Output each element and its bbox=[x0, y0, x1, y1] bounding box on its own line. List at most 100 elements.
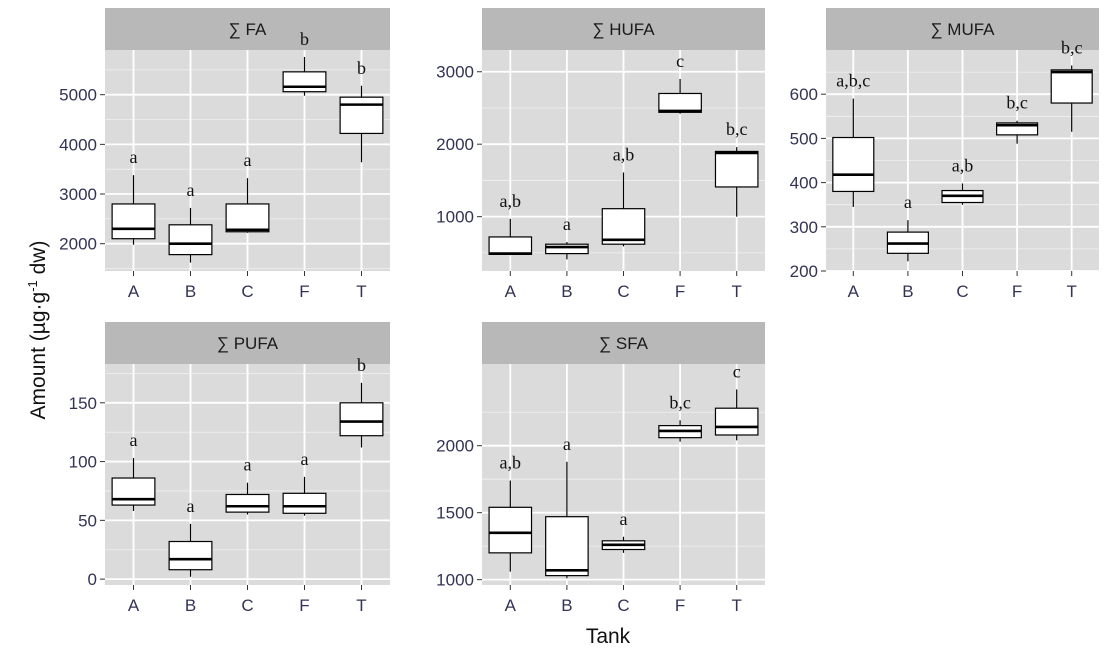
significance-label: a bbox=[187, 180, 195, 200]
significance-label: c bbox=[733, 361, 741, 381]
y-tick-label: 1000 bbox=[436, 571, 474, 590]
significance-label: b bbox=[357, 58, 366, 78]
box-B: a bbox=[545, 214, 589, 260]
significance-label: a bbox=[301, 449, 309, 469]
significance-label: a,b bbox=[952, 155, 974, 175]
x-tick-label: C bbox=[956, 282, 968, 301]
panel-3: ∑ PUFA 0 50 100 150 A B C F Ta a a a b bbox=[69, 322, 390, 615]
x-tick-label: F bbox=[299, 282, 309, 301]
x-tick-label: T bbox=[356, 282, 366, 301]
significance-label: a,b bbox=[613, 144, 635, 164]
y-tick-label: 3000 bbox=[59, 185, 97, 204]
significance-label: a bbox=[130, 147, 138, 167]
y-axis-title-suffix: dw) bbox=[27, 241, 50, 281]
box-body bbox=[1050, 69, 1093, 104]
y-tick-label: 600 bbox=[790, 85, 818, 104]
significance-label: b bbox=[300, 29, 309, 49]
x-axis-title: Tank bbox=[586, 625, 631, 648]
box-body bbox=[832, 136, 875, 193]
x-tick-label: A bbox=[505, 596, 517, 615]
y-tick-label: 200 bbox=[790, 262, 818, 281]
significance-label: b,c bbox=[1006, 93, 1028, 113]
box-body bbox=[282, 71, 327, 93]
box-body bbox=[168, 224, 213, 256]
box-F: c bbox=[658, 51, 702, 114]
x-tick-label: B bbox=[561, 596, 572, 615]
box-body bbox=[282, 492, 327, 514]
panel-strip bbox=[826, 8, 1099, 50]
y-tick-label: 0 bbox=[88, 570, 97, 589]
panel-strip bbox=[105, 8, 390, 50]
box-body bbox=[339, 96, 384, 135]
box-body bbox=[488, 236, 533, 255]
x-tick-label: T bbox=[732, 282, 742, 301]
y-tick-label: 4000 bbox=[59, 135, 97, 154]
box-F: a bbox=[282, 449, 327, 516]
x-tick-label: C bbox=[617, 596, 629, 615]
x-tick-label: T bbox=[732, 596, 742, 615]
box-C: a,b bbox=[601, 144, 646, 247]
significance-label: b,c bbox=[1061, 37, 1083, 57]
panel-title: ∑ HUFA bbox=[592, 20, 655, 39]
box-body bbox=[225, 203, 270, 233]
y-tick-label: 150 bbox=[69, 394, 97, 413]
panel-0: ∑ FA 2000 3000 4000 5000 A B C F Ta a a b b bbox=[59, 8, 390, 301]
panel-title: ∑ SFA bbox=[599, 334, 649, 353]
box-B: a bbox=[168, 180, 213, 263]
significance-label: a,b bbox=[500, 453, 522, 473]
y-tick-label: 2000 bbox=[436, 437, 474, 456]
box-T: b,c bbox=[714, 119, 759, 217]
x-tick-label: F bbox=[299, 596, 309, 615]
panel-2: ∑ MUFA 200 300 400 500 600 A B C F Ta,b,c a a,b b,c b,… bbox=[790, 8, 1099, 301]
panel-strip bbox=[105, 322, 390, 364]
significance-label: a bbox=[563, 214, 571, 234]
box-F: b bbox=[282, 29, 327, 96]
box-C: a bbox=[225, 150, 270, 233]
x-tick-label: A bbox=[128, 282, 140, 301]
panel-title: ∑ PUFA bbox=[217, 334, 279, 353]
box-T: c bbox=[714, 361, 759, 441]
x-tick-label: B bbox=[185, 596, 196, 615]
x-tick-label: T bbox=[356, 596, 366, 615]
significance-label: a bbox=[620, 509, 628, 529]
box-C: a bbox=[225, 455, 270, 515]
x-tick-label: C bbox=[241, 596, 253, 615]
y-tick-label: 3000 bbox=[436, 63, 474, 82]
box-body bbox=[545, 243, 589, 255]
y-axis-title: Amount (µg·g-1 dw) bbox=[25, 241, 50, 420]
box-F: b,c bbox=[996, 93, 1039, 144]
y-tick-label: 2000 bbox=[59, 235, 97, 254]
box-B: a bbox=[545, 434, 589, 579]
box-body bbox=[601, 208, 646, 245]
significance-label: b,c bbox=[669, 392, 691, 412]
significance-label: a bbox=[904, 192, 912, 212]
box-body bbox=[339, 402, 384, 437]
panel-strip bbox=[482, 322, 765, 364]
x-tick-label: B bbox=[185, 282, 196, 301]
box-T: b bbox=[339, 58, 384, 163]
box-body bbox=[658, 92, 702, 113]
y-tick-label: 1500 bbox=[436, 504, 474, 523]
y-tick-label: 50 bbox=[78, 511, 97, 530]
x-tick-label: B bbox=[902, 282, 913, 301]
significance-label: a bbox=[130, 430, 138, 450]
x-tick-label: A bbox=[848, 282, 860, 301]
x-tick-label: B bbox=[561, 282, 572, 301]
box-body bbox=[714, 150, 759, 188]
box-body bbox=[111, 477, 156, 506]
y-tick-label: 400 bbox=[790, 174, 818, 193]
box-A: a,b,c bbox=[832, 71, 875, 207]
panel-strip bbox=[482, 8, 765, 50]
significance-label: c bbox=[676, 51, 684, 71]
x-tick-label: F bbox=[675, 282, 685, 301]
panel-title: ∑ FA bbox=[229, 20, 267, 39]
y-tick-label: 100 bbox=[69, 453, 97, 472]
panel-1: ∑ HUFA 1000 2000 3000 A B C F Ta,b a a,b c b,c bbox=[436, 8, 765, 301]
y-tick-label: 1000 bbox=[436, 208, 474, 227]
y-tick-label: 5000 bbox=[59, 86, 97, 105]
x-tick-label: A bbox=[505, 282, 517, 301]
box-body bbox=[714, 407, 759, 436]
x-tick-label: T bbox=[1067, 282, 1077, 301]
significance-label: a bbox=[187, 496, 195, 516]
significance-label: a bbox=[244, 150, 252, 170]
